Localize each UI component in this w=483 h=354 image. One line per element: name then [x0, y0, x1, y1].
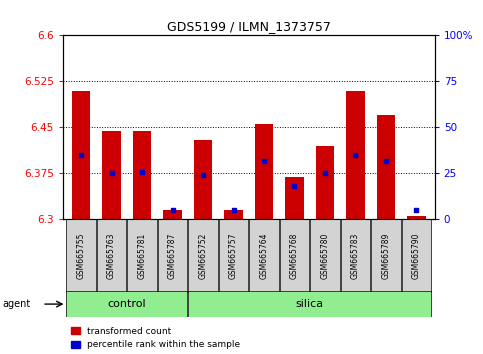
Text: GSM665763: GSM665763: [107, 233, 116, 279]
FancyBboxPatch shape: [97, 219, 126, 292]
Text: GSM665787: GSM665787: [168, 233, 177, 279]
FancyBboxPatch shape: [249, 219, 279, 292]
Point: [169, 207, 176, 213]
Text: GSM665757: GSM665757: [229, 233, 238, 279]
Bar: [163, 210, 182, 219]
Point: [352, 152, 359, 158]
Point: [199, 172, 207, 178]
Bar: [255, 124, 273, 219]
FancyBboxPatch shape: [128, 219, 156, 292]
Title: GDS5199 / ILMN_1373757: GDS5199 / ILMN_1373757: [167, 20, 331, 33]
Point: [108, 171, 115, 176]
FancyBboxPatch shape: [341, 219, 370, 292]
FancyBboxPatch shape: [280, 219, 309, 292]
FancyBboxPatch shape: [310, 219, 340, 292]
FancyBboxPatch shape: [371, 219, 400, 292]
FancyBboxPatch shape: [188, 219, 218, 292]
FancyBboxPatch shape: [67, 219, 96, 292]
Point: [291, 183, 298, 189]
FancyBboxPatch shape: [67, 291, 187, 317]
Point: [260, 158, 268, 164]
Point: [138, 169, 146, 175]
Bar: [285, 177, 304, 219]
Text: silica: silica: [296, 299, 324, 309]
FancyBboxPatch shape: [402, 219, 431, 292]
Text: GSM665764: GSM665764: [259, 233, 269, 279]
Bar: [225, 210, 242, 219]
Bar: [316, 146, 334, 219]
Point: [382, 158, 390, 164]
Text: GSM665768: GSM665768: [290, 233, 299, 279]
FancyBboxPatch shape: [158, 219, 187, 292]
Text: GSM665752: GSM665752: [199, 233, 208, 279]
Point: [77, 152, 85, 158]
Bar: [346, 91, 365, 219]
Bar: [407, 216, 426, 219]
Legend: transformed count, percentile rank within the sample: transformed count, percentile rank withi…: [67, 323, 244, 353]
Bar: [194, 140, 212, 219]
Text: GSM665780: GSM665780: [320, 233, 329, 279]
FancyBboxPatch shape: [219, 219, 248, 292]
Point: [321, 171, 329, 176]
Bar: [102, 131, 121, 219]
Text: GSM665790: GSM665790: [412, 233, 421, 279]
Text: GSM665783: GSM665783: [351, 233, 360, 279]
FancyBboxPatch shape: [188, 291, 431, 317]
Text: GSM665781: GSM665781: [138, 233, 146, 279]
Bar: [377, 115, 395, 219]
Bar: [133, 131, 151, 219]
Text: GSM665789: GSM665789: [382, 233, 390, 279]
Point: [229, 207, 237, 213]
Text: control: control: [108, 299, 146, 309]
Text: GSM665755: GSM665755: [77, 233, 85, 279]
Text: agent: agent: [2, 299, 30, 309]
Point: [412, 207, 420, 213]
Bar: [72, 91, 90, 219]
